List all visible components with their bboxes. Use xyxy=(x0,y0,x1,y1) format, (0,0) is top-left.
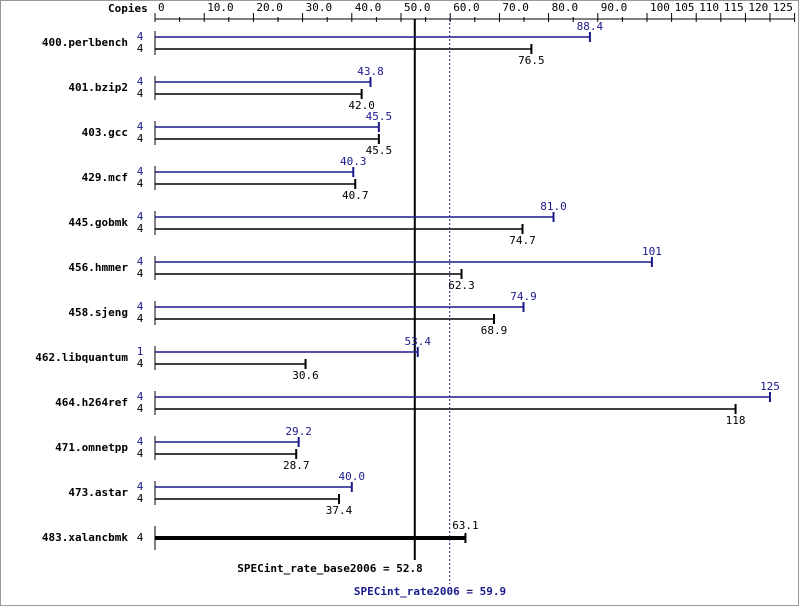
value-label: 125 xyxy=(760,380,780,393)
value-label: 74.7 xyxy=(509,234,536,247)
copies: 4 xyxy=(137,390,144,403)
value-label: 40.3 xyxy=(340,155,367,168)
benchmark-name: 400.perlbench xyxy=(42,36,128,49)
value-label: 29.2 xyxy=(285,425,312,438)
benchmark-name: 403.gcc xyxy=(82,126,128,139)
x-tick-label: 10.0 xyxy=(207,1,234,14)
value-label: 42.0 xyxy=(348,99,375,112)
copies: 4 xyxy=(137,267,144,280)
x-tick-label: 130 xyxy=(798,1,799,14)
benchmark-name: 464.h264ref xyxy=(55,396,128,409)
benchmark-name: 483.xalancbmk xyxy=(42,531,128,544)
copies: 4 xyxy=(137,447,144,460)
copies: 4 xyxy=(137,531,144,544)
value-label: 88.4 xyxy=(577,20,604,33)
value-label: 68.9 xyxy=(481,324,508,337)
copies: 4 xyxy=(137,255,144,268)
copies: 4 xyxy=(137,177,144,190)
copies: 4 xyxy=(137,357,144,370)
copies: 4 xyxy=(137,312,144,325)
value-label: 63.1 xyxy=(452,519,479,532)
copies: 4 xyxy=(137,492,144,505)
x-tick-label: 70.0 xyxy=(502,1,529,14)
benchmark-name: 473.astar xyxy=(68,486,128,499)
copies: 4 xyxy=(137,30,144,43)
benchmark-name: 456.hmmer xyxy=(68,261,128,274)
value-label: 40.0 xyxy=(339,470,366,483)
value-label: 37.4 xyxy=(326,504,353,517)
x-tick-label: 110 xyxy=(699,1,719,14)
x-tick-label: 0 xyxy=(158,1,165,14)
value-label: 40.7 xyxy=(342,189,369,202)
value-label: 43.8 xyxy=(357,65,384,78)
value-label: 62.3 xyxy=(448,279,475,292)
x-tick-label: 90.0 xyxy=(601,1,628,14)
benchmark-name: 429.mcf xyxy=(82,171,128,184)
peak-metric-label: SPECint_rate2006 = 59.9 xyxy=(354,585,506,598)
copies: 4 xyxy=(137,300,144,313)
copies: 4 xyxy=(137,75,144,88)
value-label: 45.5 xyxy=(366,110,393,123)
x-tick-label: 100 xyxy=(650,1,670,14)
value-label: 76.5 xyxy=(518,54,545,67)
copies: 4 xyxy=(137,222,144,235)
x-tick-label: 40.0 xyxy=(355,1,382,14)
copies: 4 xyxy=(137,210,144,223)
copies: 4 xyxy=(137,480,144,493)
benchmark-name: 445.gobmk xyxy=(68,216,128,229)
copies-header: Copies xyxy=(108,2,148,15)
x-tick-label: 115 xyxy=(724,1,744,14)
benchmark-name: 462.libquantum xyxy=(35,351,128,364)
value-label: 28.7 xyxy=(283,459,310,472)
x-tick-label: 30.0 xyxy=(306,1,333,14)
value-label: 101 xyxy=(642,245,662,258)
copies: 4 xyxy=(137,42,144,55)
copies: 4 xyxy=(137,132,144,145)
base-metric-label: SPECint_rate_base2006 = 52.8 xyxy=(237,562,422,575)
copies: 4 xyxy=(137,402,144,415)
value-label: 30.6 xyxy=(292,369,319,382)
copies: 4 xyxy=(137,120,144,133)
x-tick-label: 125 xyxy=(773,1,793,14)
x-tick-label: 50.0 xyxy=(404,1,431,14)
value-label: 81.0 xyxy=(540,200,567,213)
x-tick-label: 20.0 xyxy=(256,1,283,14)
value-label: 118 xyxy=(726,414,746,427)
benchmark-name: 401.bzip2 xyxy=(68,81,128,94)
copies: 1 xyxy=(137,345,144,358)
copies: 4 xyxy=(137,87,144,100)
copies: 4 xyxy=(137,435,144,448)
copies: 4 xyxy=(137,165,144,178)
value-label: 45.5 xyxy=(366,144,393,157)
x-tick-label: 80.0 xyxy=(552,1,579,14)
benchmark-name: 471.omnetpp xyxy=(55,441,128,454)
value-label: 53.4 xyxy=(404,335,431,348)
benchmark-name: 458.sjeng xyxy=(68,306,128,319)
value-label: 74.9 xyxy=(510,290,537,303)
x-tick-label: 105 xyxy=(675,1,695,14)
x-tick-label: 60.0 xyxy=(453,1,480,14)
x-tick-label: 120 xyxy=(748,1,768,14)
